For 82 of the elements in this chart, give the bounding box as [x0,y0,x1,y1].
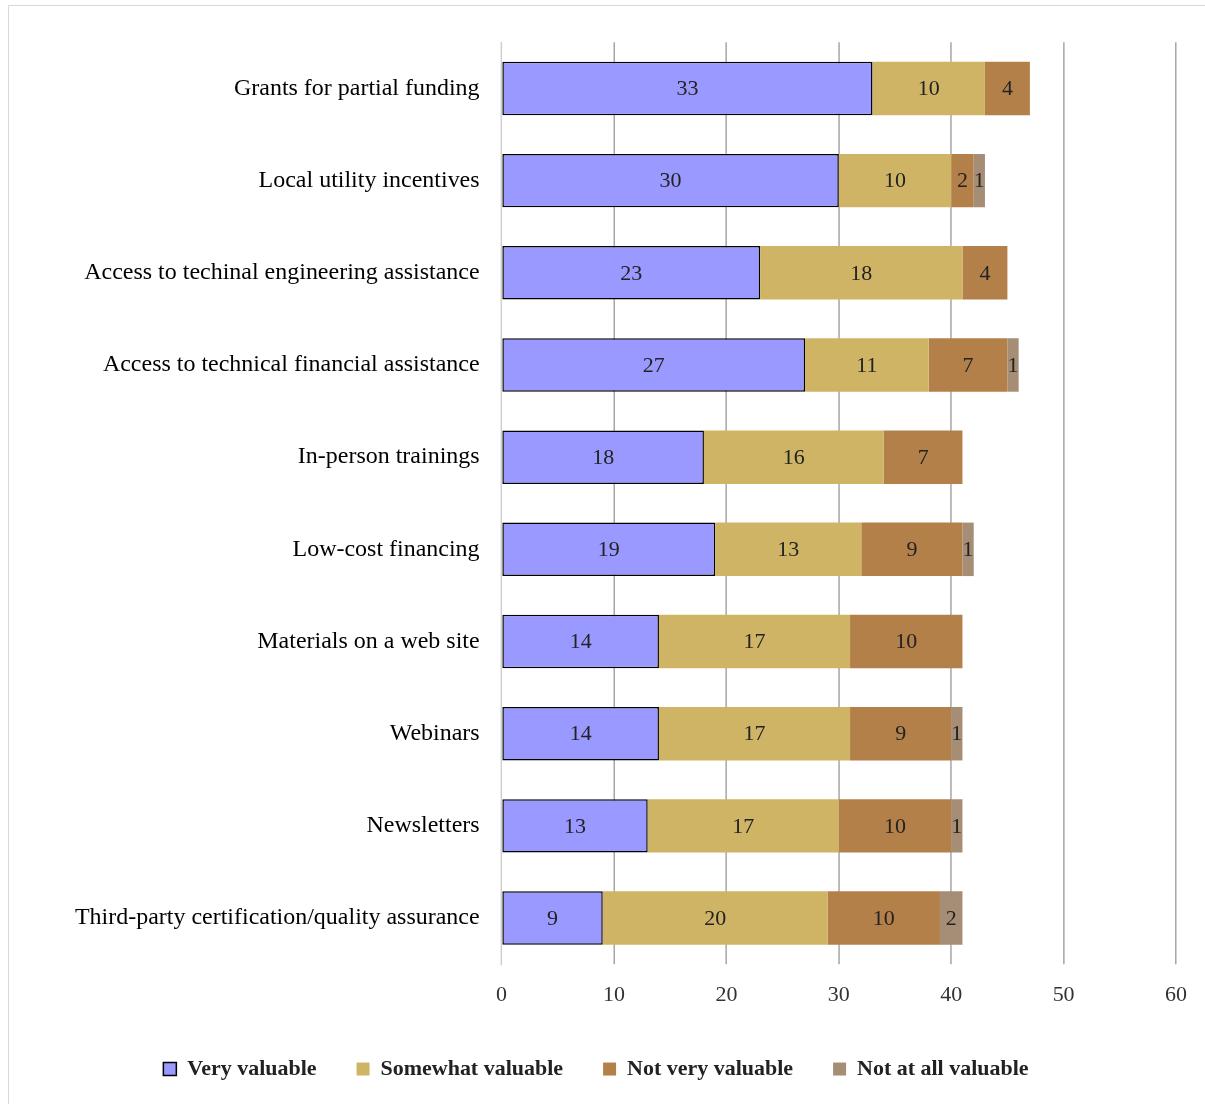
data-label: 13 [564,812,587,838]
data-label: 16 [782,443,805,469]
bar [760,246,963,300]
y-tick-label: Low-cost financing [292,534,480,561]
data-label: 1 [951,812,963,838]
y-tick-label: Materials on a web site [257,626,480,653]
bar [647,799,839,853]
bar [827,891,940,945]
bar [962,246,1008,300]
data-label: 19 [597,536,620,562]
data-label: 18 [850,259,873,285]
data-label: 17 [743,628,766,654]
bar [805,338,929,392]
y-tick-label: Newsletters [366,811,480,838]
x-tick-label: 50 [1052,981,1075,1007]
y-tick-label: Access to techinal engineering assistance [84,258,480,285]
bar [838,153,952,208]
data-label: 14 [569,628,592,654]
x-tick-label: 0 [496,981,508,1007]
data-label: 33 [676,75,699,101]
data-label: 10 [895,628,918,654]
bar [883,430,963,484]
data-label: 9 [547,904,559,930]
x-tick-label: 30 [827,981,850,1007]
bar [850,614,963,669]
bar [658,614,851,669]
data-label: 2 [956,167,968,193]
data-label: 14 [569,720,592,746]
data-label: 17 [743,720,766,746]
y-tick-label: Grants for partial funding [233,73,480,100]
data-label: 10 [917,75,940,101]
legend-label: Not at all valuable [857,1054,1029,1080]
bar [984,61,1030,116]
bar [939,891,963,945]
bar [951,799,963,853]
bar [951,153,974,208]
bar [962,522,974,577]
bar [703,430,884,484]
y-tick-label: Access to technical financial assistance [102,350,480,377]
x-tick-label: 40 [940,981,963,1007]
x-tick-label: 20 [715,981,738,1007]
x-tick-label: 10 [603,981,625,1007]
legend-label: Not very valuable [627,1054,794,1080]
data-label: 9 [895,720,907,746]
data-label: 18 [592,443,615,469]
data-label: 4 [979,259,991,285]
data-label: 10 [884,812,907,838]
y-tick-label: Webinars [389,718,480,745]
data-label: 13 [777,536,800,562]
data-label: 1 [973,167,985,193]
data-label: 30 [659,167,682,193]
bar [602,891,828,945]
data-label: 1 [1007,351,1019,377]
data-label: 11 [856,351,878,377]
data-label: 2 [945,904,957,930]
data-label: 1 [962,536,974,562]
bar [872,61,985,116]
bar [951,706,963,761]
legend-label: Very valuable [187,1054,317,1080]
bar [715,522,862,577]
legend-label: Somewhat valuable [380,1054,564,1080]
x-tick-label: 60 [1165,981,1188,1007]
data-label: 7 [962,351,974,377]
data-label: 4 [1001,75,1013,101]
bar [850,706,952,761]
data-label: 23 [620,259,643,285]
bar [861,522,963,577]
y-tick-label: In-person trainings [297,442,480,469]
data-label: 17 [732,812,755,838]
data-label: 10 [884,167,907,193]
data-label: 20 [704,904,727,930]
y-tick-label: Third-party certification/quality assurance [74,903,480,930]
bar [658,706,851,761]
data-label: 10 [872,904,895,930]
y-tick-label: Local utility incentives [258,165,480,192]
data-label: 27 [642,351,665,377]
data-label: 7 [917,443,929,469]
bar [838,799,952,853]
bar [928,338,1008,392]
bar [1007,338,1019,392]
data-label: 9 [906,536,918,562]
data-label: 1 [951,720,963,746]
